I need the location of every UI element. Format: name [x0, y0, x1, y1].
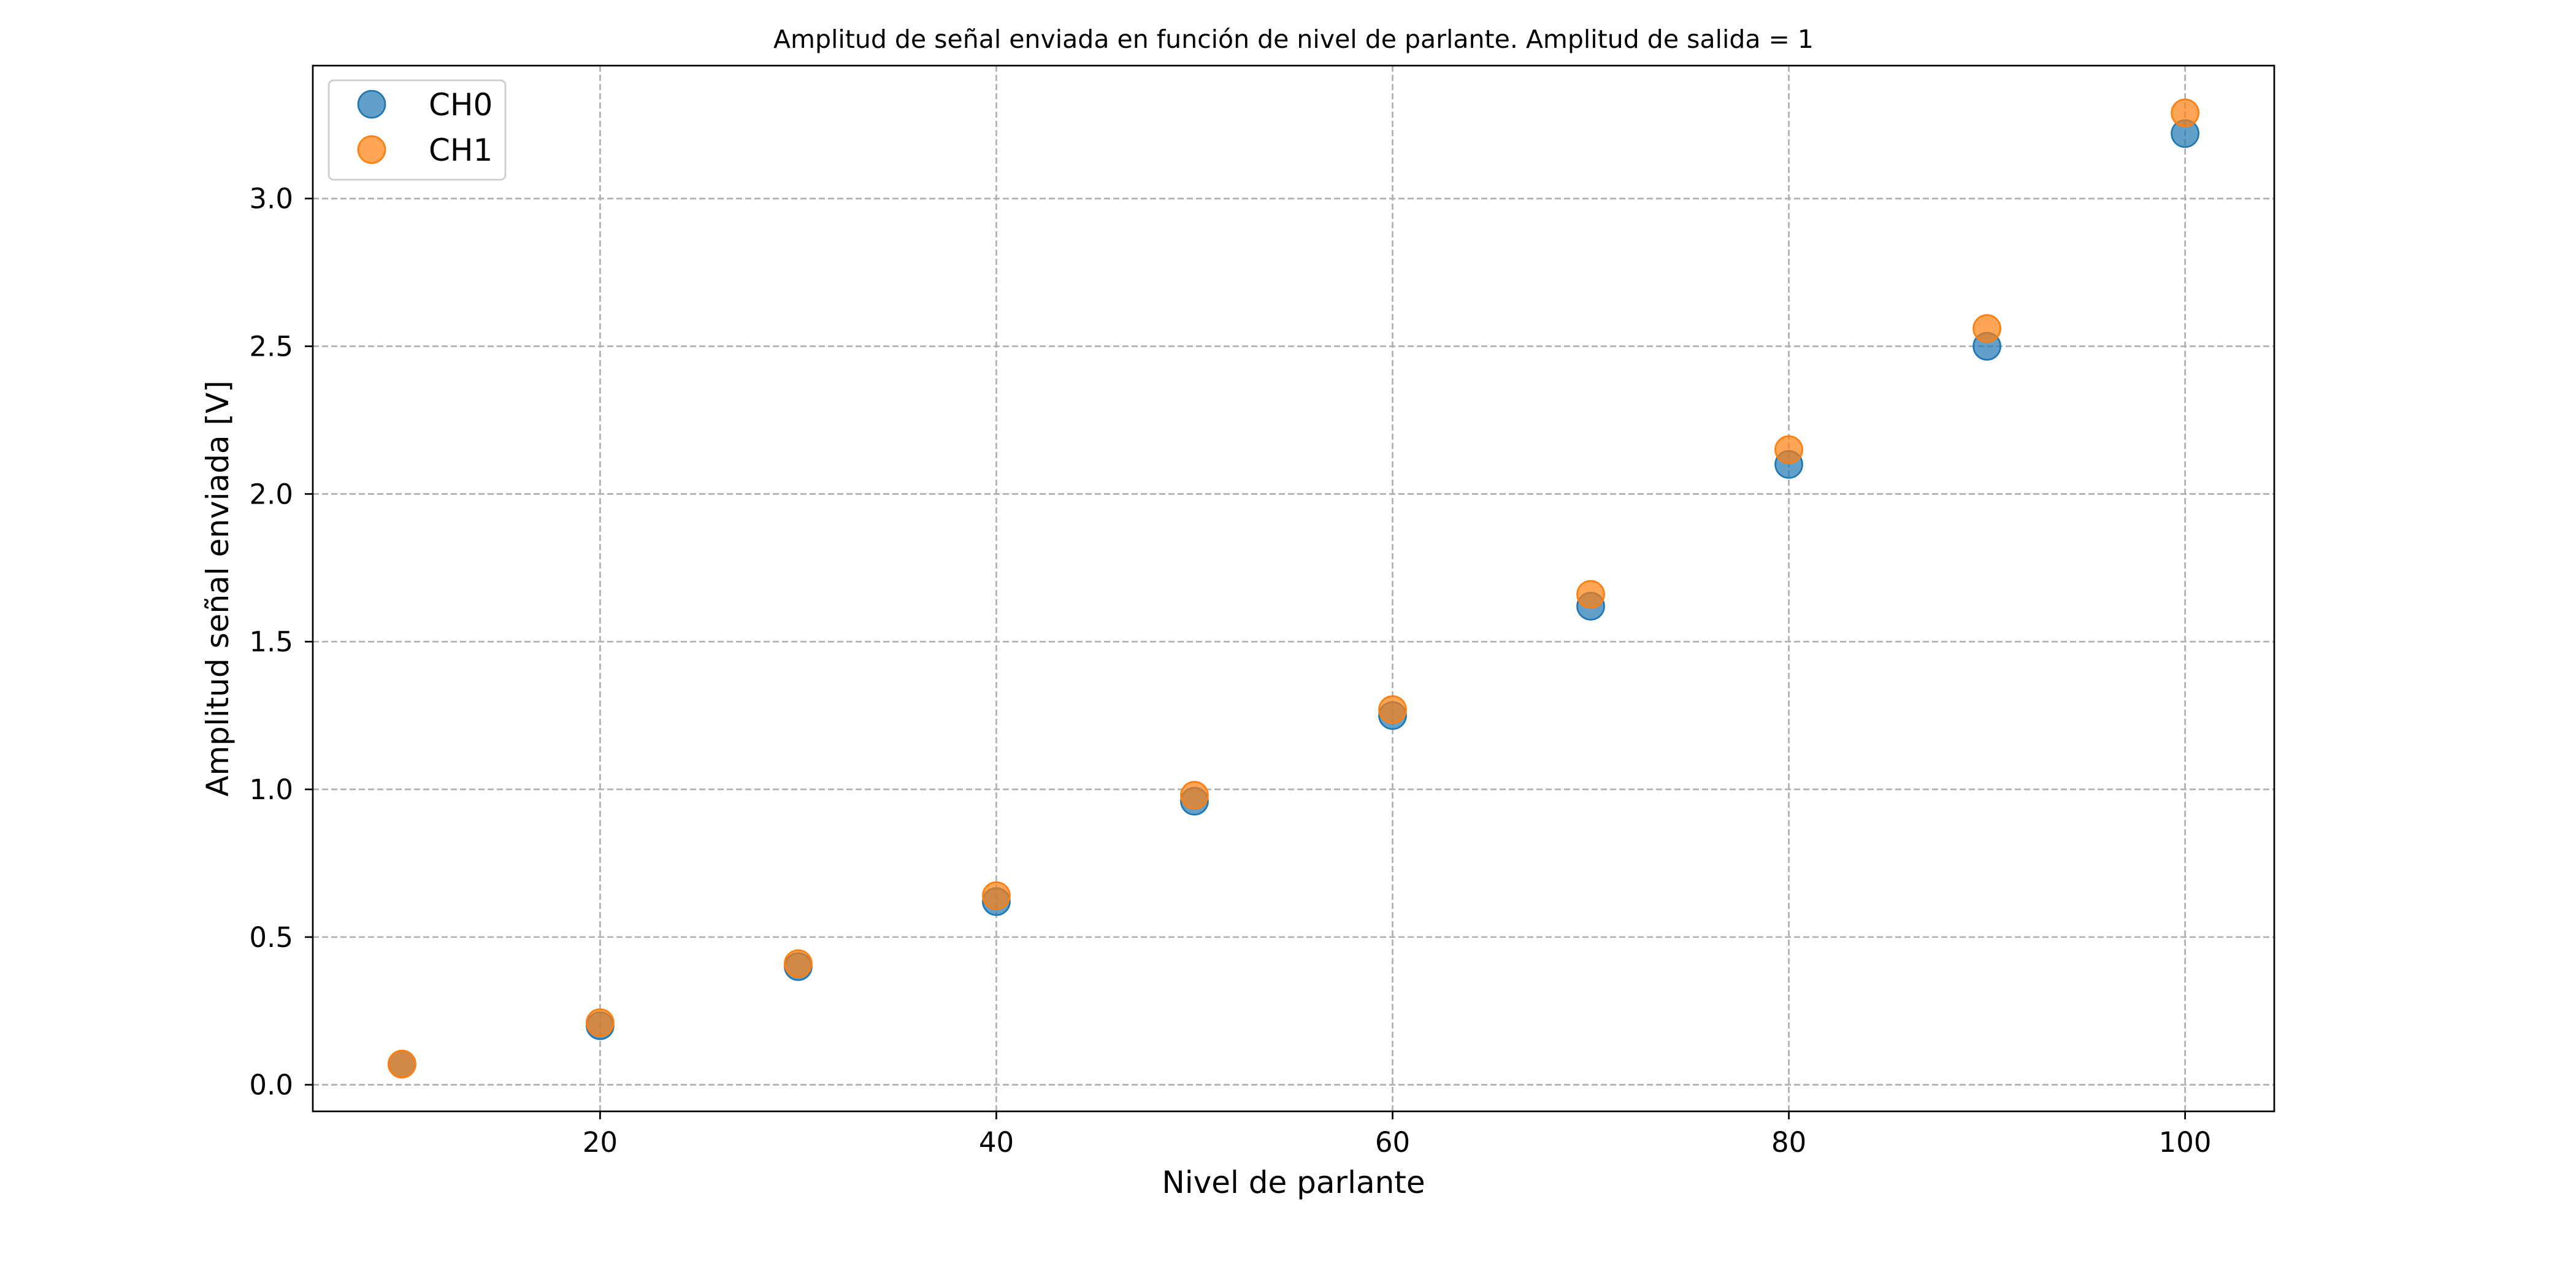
data-point [586, 1008, 615, 1037]
x-tick-label: 20 [583, 1126, 618, 1159]
data-point [1180, 781, 1209, 810]
chart-title: Amplitud de señal enviada en función de … [773, 25, 1814, 54]
y-tick-label: 2.5 [249, 331, 293, 363]
data-points [388, 98, 2199, 1079]
x-axis-title: Nivel de parlante [1162, 1165, 1425, 1200]
x-tick-label: 80 [1771, 1126, 1806, 1159]
y-tick-label: 1.0 [249, 773, 293, 806]
legend-label: CH0 [429, 87, 493, 123]
data-point [982, 881, 1011, 910]
data-point [1774, 435, 1803, 464]
y-tick-label: 1.5 [249, 626, 293, 658]
data-point [1576, 580, 1605, 609]
data-point [388, 1049, 416, 1079]
axis-ticks: 20 40 60 80 100 0.0 0.5 1.0 1.5 2.0 2.5 3.0 [249, 183, 2211, 1159]
y-tick-label: 0.5 [249, 921, 293, 954]
legend-marker [357, 135, 386, 164]
y-tick-label: 2.0 [249, 478, 293, 510]
x-tick-label: 40 [979, 1126, 1014, 1159]
plot-area-frame [312, 64, 2275, 1113]
series-ch1 [388, 98, 2199, 1079]
legend-marker [357, 90, 386, 119]
grid-lines [313, 66, 2274, 1111]
x-tick-label: 60 [1375, 1126, 1410, 1159]
y-tick-label: 3.0 [249, 183, 293, 215]
y-axis-title: Amplitud señal enviada [V] [200, 380, 236, 796]
data-point [1972, 314, 2001, 343]
y-tick-label: 0.0 [249, 1069, 293, 1102]
legend-label: CH1 [429, 132, 493, 168]
data-point [1378, 695, 1407, 724]
data-point [2171, 98, 2199, 128]
x-tick-label: 100 [2159, 1126, 2212, 1159]
data-point [784, 949, 813, 978]
